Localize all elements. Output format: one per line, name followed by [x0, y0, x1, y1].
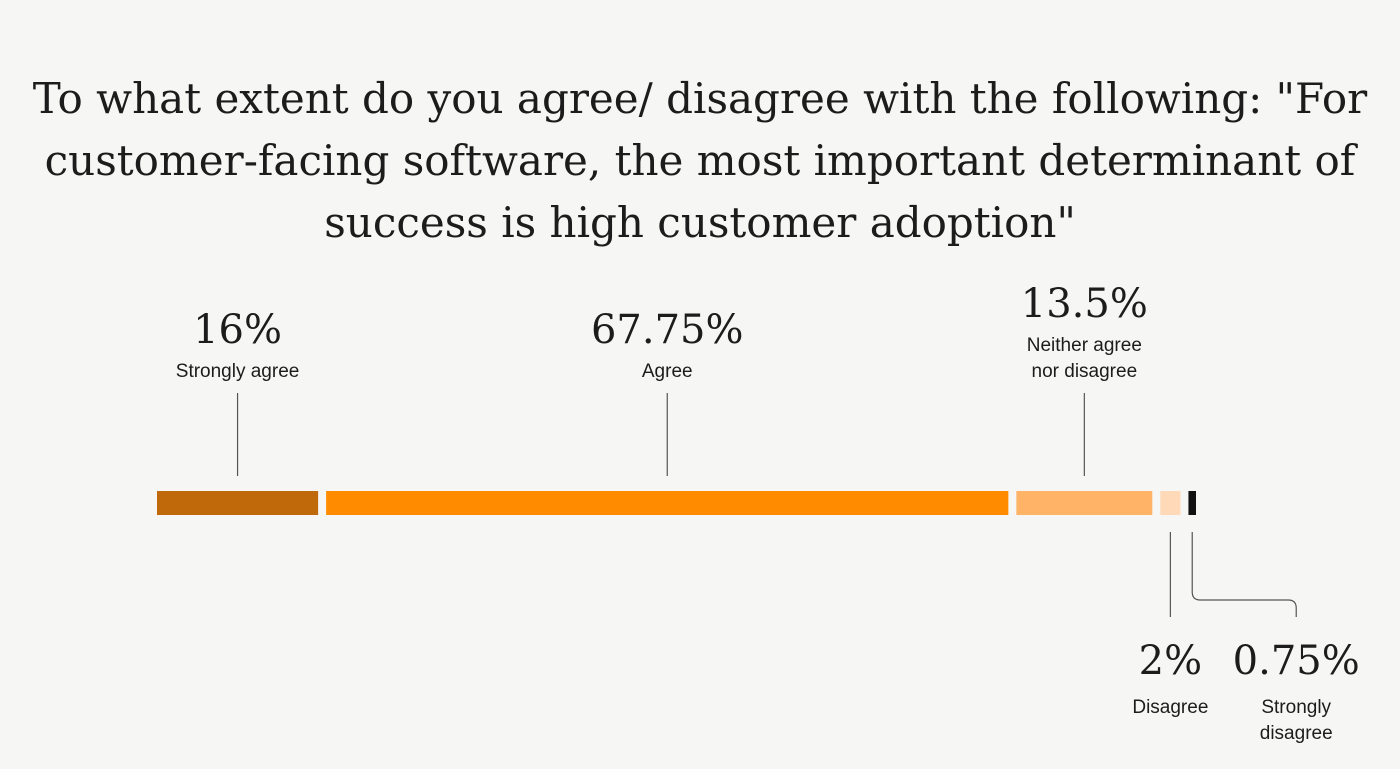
category-label: Strongly [1261, 697, 1331, 718]
chart-title-line: To what extent do you agree/ disagree wi… [32, 74, 1368, 123]
value-label: 16% [193, 307, 282, 353]
bar-segment [1016, 491, 1153, 515]
category-label: disagree [1260, 723, 1333, 744]
bar-segment [157, 491, 319, 515]
bar-segment [1188, 491, 1196, 515]
bar-segment [1160, 491, 1181, 515]
category-label: nor disagree [1032, 361, 1138, 382]
category-label: Neither agree [1027, 335, 1142, 356]
value-label: 13.5% [1021, 281, 1148, 327]
chart-title: To what extent do you agree/ disagree wi… [0, 68, 1400, 254]
category-label: Agree [642, 361, 693, 382]
bar-segment [326, 491, 1009, 515]
leader-line [1191, 532, 1297, 617]
category-label: Strongly agree [176, 361, 300, 382]
value-label: 67.75% [591, 307, 744, 353]
category-label: Disagree [1132, 697, 1208, 718]
value-label: 2% [1139, 638, 1202, 684]
value-label: 0.75% [1233, 638, 1360, 684]
chart-title-line: customer-facing software, the most impor… [44, 136, 1356, 185]
chart-title-line: success is high customer adoption" [324, 198, 1076, 247]
